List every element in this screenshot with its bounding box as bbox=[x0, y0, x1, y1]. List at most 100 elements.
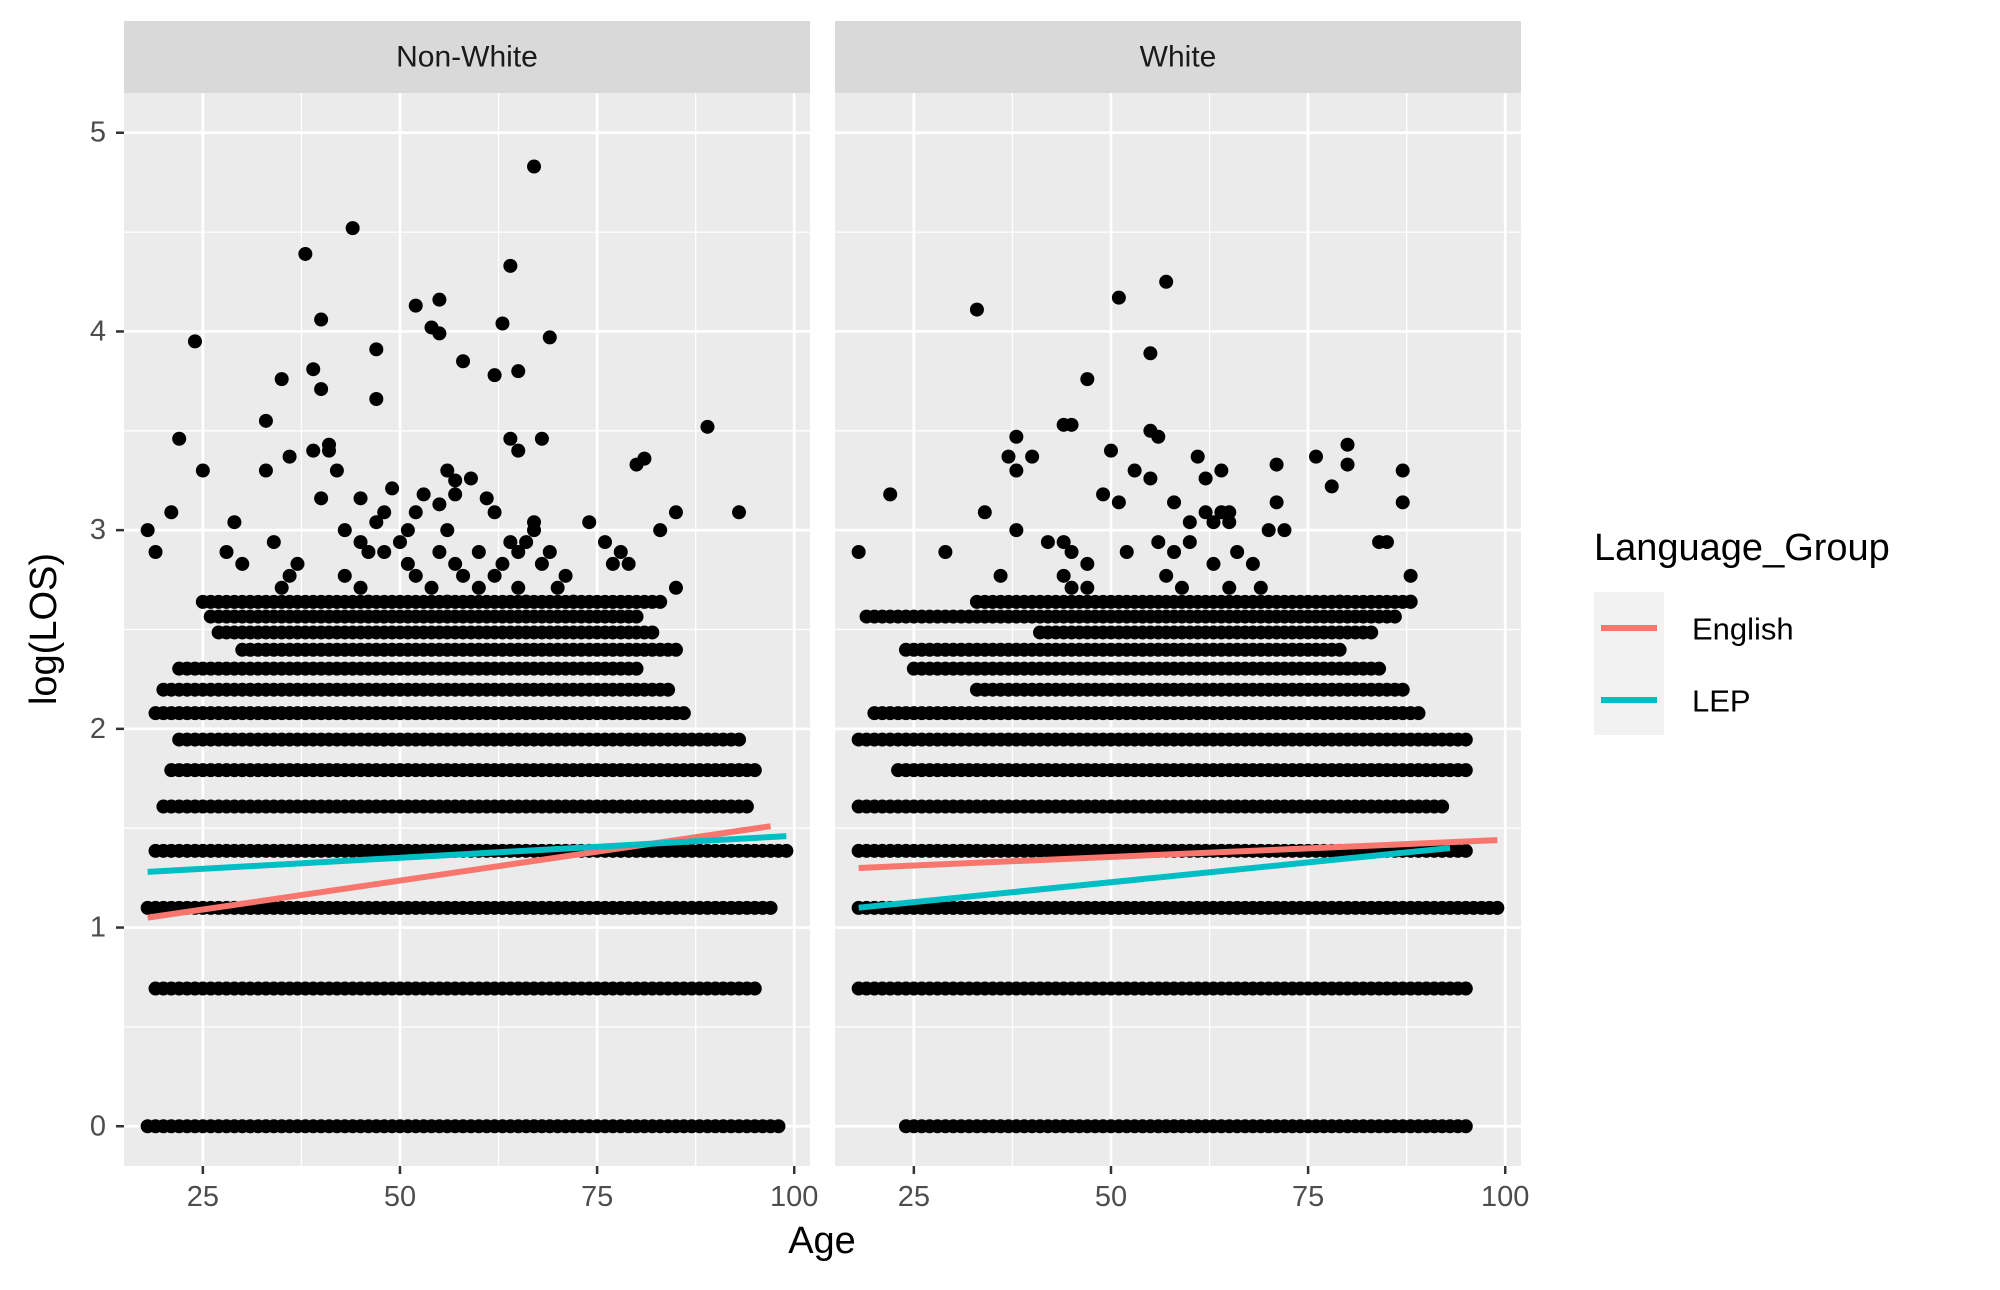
data-point bbox=[747, 763, 762, 778]
data-point bbox=[1001, 449, 1016, 464]
data-point bbox=[1159, 274, 1174, 289]
data-point bbox=[1332, 642, 1347, 657]
data-point bbox=[337, 568, 352, 583]
data-point bbox=[1435, 799, 1450, 814]
data-point bbox=[400, 523, 415, 538]
data-point bbox=[424, 580, 439, 595]
data-point bbox=[668, 505, 683, 520]
data-point bbox=[1206, 515, 1221, 530]
data-point bbox=[495, 556, 510, 571]
x-axis-title: Age bbox=[788, 1220, 856, 1262]
data-point bbox=[629, 609, 644, 624]
y-axis-title: log(LOS) bbox=[23, 553, 65, 705]
y-tick-label: 0 bbox=[90, 1110, 106, 1142]
data-point bbox=[1340, 457, 1355, 472]
data-point bbox=[266, 535, 281, 550]
data-point bbox=[377, 505, 392, 520]
data-point bbox=[1340, 437, 1355, 452]
data-point bbox=[629, 661, 644, 676]
data-point bbox=[938, 545, 953, 560]
data-point bbox=[542, 330, 557, 345]
data-point bbox=[1324, 479, 1339, 494]
data-point bbox=[883, 487, 898, 502]
data-point bbox=[1277, 523, 1292, 538]
data-point bbox=[605, 556, 620, 571]
data-point bbox=[1395, 682, 1410, 697]
data-point bbox=[1056, 535, 1071, 550]
data-point bbox=[1064, 580, 1079, 595]
data-point bbox=[440, 463, 455, 478]
data-point bbox=[392, 535, 407, 550]
data-point bbox=[227, 515, 242, 530]
data-point bbox=[629, 457, 644, 472]
data-point bbox=[851, 545, 866, 560]
y-tick-label: 5 bbox=[90, 117, 106, 149]
data-point bbox=[566, 594, 581, 609]
data-point bbox=[298, 246, 313, 261]
data-point bbox=[1040, 535, 1055, 550]
data-point bbox=[487, 368, 502, 383]
data-point bbox=[408, 298, 423, 313]
data-point bbox=[779, 843, 794, 858]
y-tick-label: 2 bbox=[90, 713, 106, 745]
x-tick-label: 100 bbox=[1481, 1181, 1529, 1213]
data-point bbox=[676, 706, 691, 721]
data-point bbox=[195, 463, 210, 478]
data-point bbox=[306, 443, 321, 458]
data-point bbox=[993, 568, 1008, 583]
data-point bbox=[1127, 463, 1142, 478]
data-point bbox=[597, 535, 612, 550]
data-point bbox=[527, 159, 542, 174]
data-point bbox=[456, 568, 471, 583]
data-point bbox=[700, 419, 715, 434]
strip-label-non-white: Non-White bbox=[396, 41, 538, 74]
data-point bbox=[1143, 471, 1158, 486]
data-point bbox=[1222, 505, 1237, 520]
data-point bbox=[479, 491, 494, 506]
data-point bbox=[1174, 580, 1189, 595]
data-point bbox=[653, 523, 668, 538]
data-point bbox=[235, 556, 250, 571]
data-point bbox=[1261, 523, 1276, 538]
data-point bbox=[1119, 545, 1134, 560]
data-point bbox=[503, 258, 518, 273]
y-tick-label: 4 bbox=[90, 315, 106, 347]
data-point bbox=[463, 471, 478, 486]
data-point bbox=[1009, 463, 1024, 478]
data-point bbox=[1458, 981, 1473, 996]
data-point bbox=[1009, 429, 1024, 444]
data-point bbox=[511, 443, 526, 458]
data-point bbox=[337, 523, 352, 538]
x-ticks-non-white: 25 50 75 100 bbox=[187, 1166, 818, 1213]
data-point bbox=[1111, 495, 1126, 510]
data-point bbox=[1167, 545, 1182, 560]
legend-key-background bbox=[1594, 592, 1664, 735]
marks-white bbox=[851, 274, 1505, 1134]
x-tick-label: 75 bbox=[1292, 1181, 1324, 1213]
data-point bbox=[1269, 457, 1284, 472]
data-point bbox=[771, 1119, 786, 1134]
data-point bbox=[1379, 535, 1394, 550]
data-point bbox=[527, 523, 542, 538]
x-tick-label: 25 bbox=[187, 1181, 219, 1213]
legend-label-english: English bbox=[1692, 612, 1794, 647]
x-ticks-white: 25 50 75 100 bbox=[898, 1166, 1529, 1213]
data-point bbox=[747, 981, 762, 996]
data-point bbox=[732, 732, 747, 747]
data-point bbox=[1103, 443, 1118, 458]
data-point bbox=[377, 545, 392, 560]
data-point bbox=[1222, 515, 1237, 530]
data-point bbox=[1458, 843, 1473, 858]
data-point bbox=[1222, 580, 1237, 595]
data-point bbox=[258, 413, 273, 428]
data-point bbox=[148, 545, 163, 560]
data-point bbox=[274, 372, 289, 387]
data-point bbox=[1395, 495, 1410, 510]
data-point bbox=[361, 594, 376, 609]
data-point bbox=[448, 487, 463, 502]
data-point bbox=[1009, 523, 1024, 538]
data-point bbox=[969, 302, 984, 317]
data-point bbox=[534, 556, 549, 571]
data-point bbox=[1080, 372, 1095, 387]
data-point bbox=[329, 463, 344, 478]
